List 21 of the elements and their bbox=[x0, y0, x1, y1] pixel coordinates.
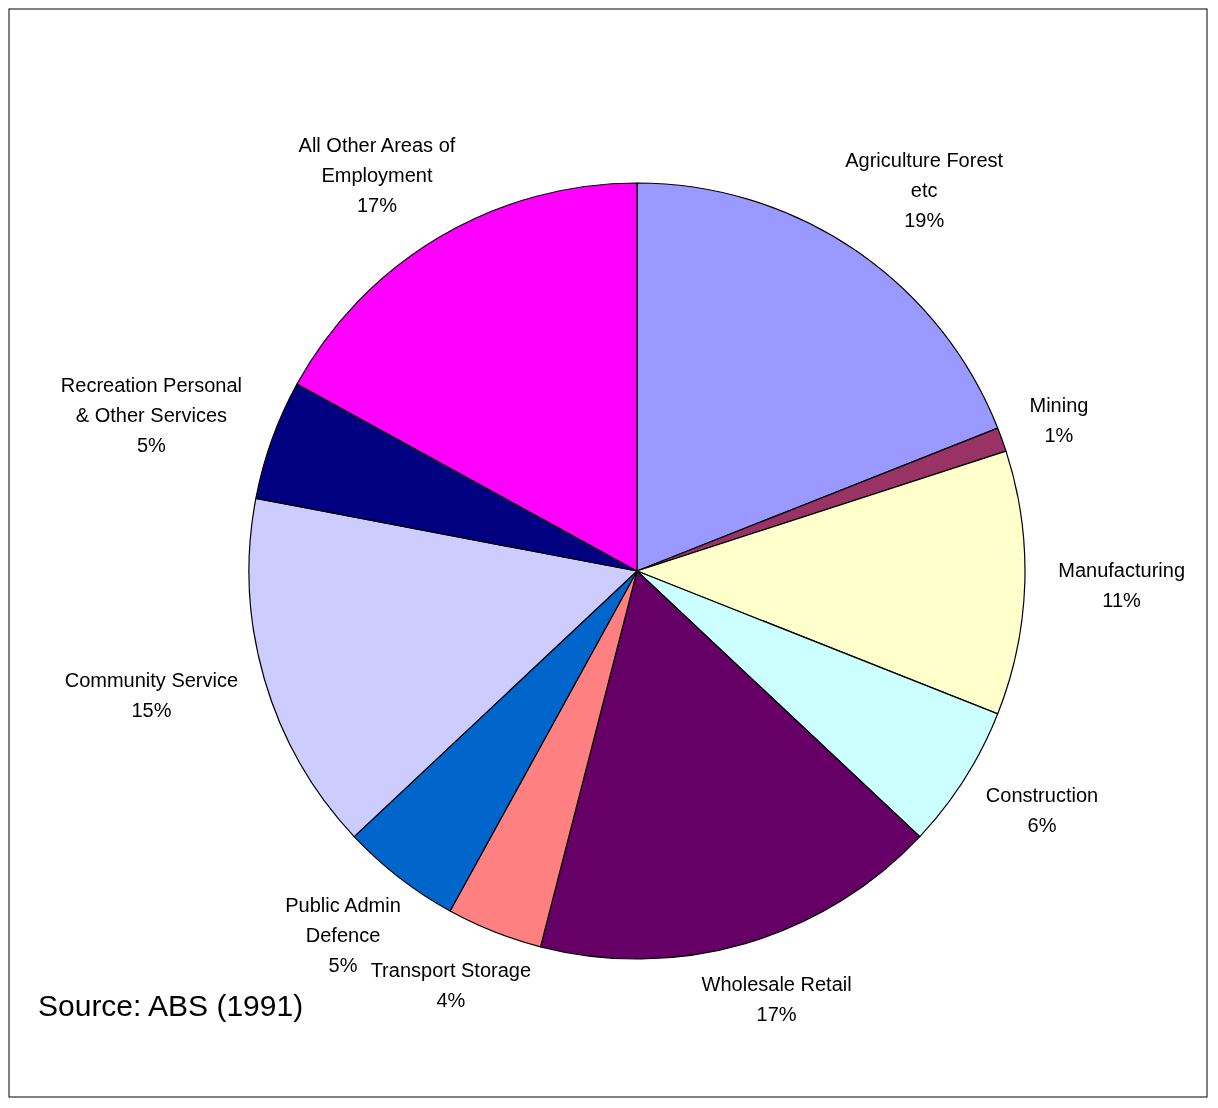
slice-label: Manufacturing bbox=[1058, 558, 1186, 581]
data-label: 15% bbox=[131, 699, 172, 722]
data-label: 19% bbox=[904, 209, 945, 232]
data-label: 17% bbox=[756, 1002, 797, 1025]
slice-label: Community Service bbox=[64, 669, 239, 692]
source-note: Source: ABS (1991) bbox=[38, 989, 304, 1022]
data-label: 4% bbox=[436, 989, 466, 1012]
data-label: 17% bbox=[356, 193, 398, 216]
data-label: 1% bbox=[1044, 424, 1074, 447]
slice-label: Recreation Personal & Other Services bbox=[60, 374, 243, 427]
slice-label: Wholesale Retail bbox=[701, 972, 852, 995]
slice-label: Transport Storage bbox=[370, 959, 532, 982]
data-label: 5% bbox=[136, 434, 167, 457]
slice-label: Agriculture Forest etc bbox=[845, 149, 1004, 202]
data-label: 11% bbox=[1102, 588, 1142, 611]
slice-label: All Other Areas of Employment bbox=[298, 133, 456, 186]
slice-label: Public Admin Defence bbox=[285, 893, 401, 946]
data-label: 5% bbox=[328, 953, 358, 976]
slice-label: Mining bbox=[1029, 394, 1089, 417]
data-label: 6% bbox=[1027, 813, 1057, 836]
slice-label: Construction bbox=[985, 783, 1099, 806]
